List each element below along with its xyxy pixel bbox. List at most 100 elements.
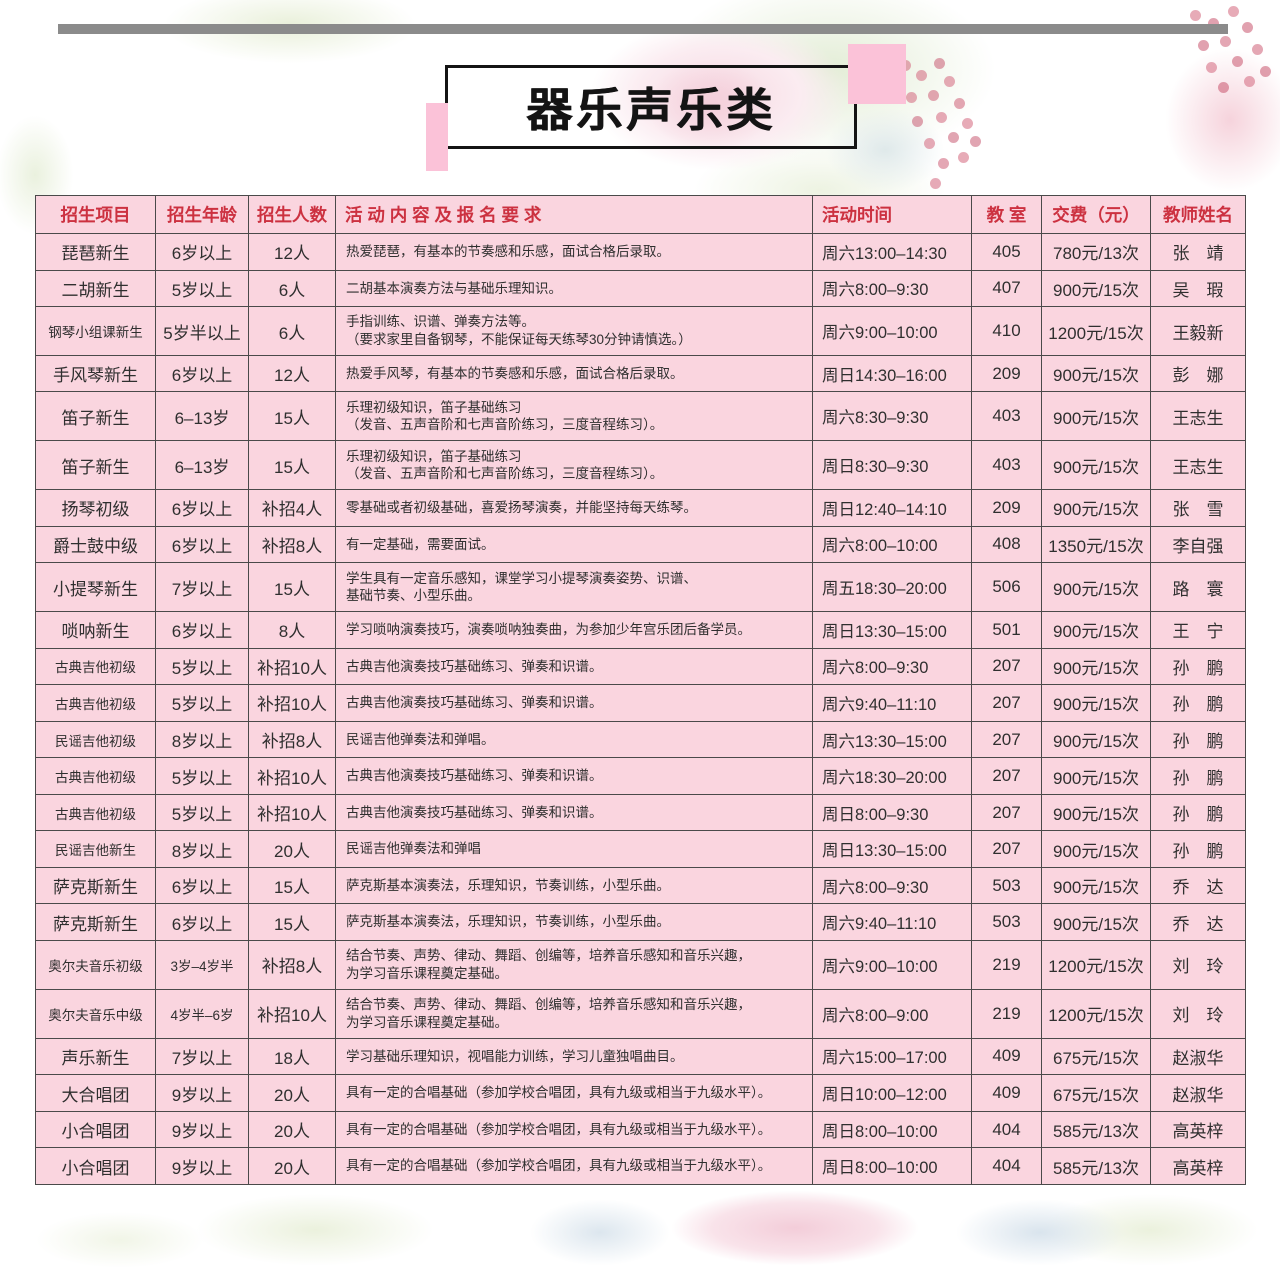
cell-room: 407	[971, 269, 1042, 308]
cell-project: 小合唱团	[35, 1147, 156, 1185]
cell-fee: 1200元/15次	[1041, 940, 1151, 990]
table-row: 奥尔夫音乐中级 4岁半–6岁 补招10人 结合节奏、声势、律动、舞蹈、创编等，培养音乐…	[35, 988, 1246, 1039]
cell-room: 506	[971, 562, 1042, 613]
cell-project: 大合唱团	[35, 1074, 156, 1112]
cell-time: 周六8:00–9:30	[812, 647, 972, 686]
cell-room: 207	[971, 647, 1042, 686]
cell-count: 6人	[248, 269, 336, 308]
cell-count: 补招8人	[248, 720, 336, 759]
cell-age: 9岁以上	[155, 1110, 249, 1149]
cell-teacher: 孙 鹏	[1150, 720, 1246, 759]
cell-age: 6–13岁	[155, 391, 249, 442]
cell-age: 4岁半–6岁	[155, 988, 249, 1039]
cell-teacher: 路 寰	[1150, 562, 1246, 613]
cell-count: 15人	[248, 562, 336, 613]
cell-count: 12人	[248, 354, 336, 393]
cell-fee: 1200元/15次	[1041, 988, 1151, 1039]
cell-fee: 900元/15次	[1041, 720, 1151, 759]
cell-fee: 900元/15次	[1041, 793, 1151, 832]
floral-decoration-bottom-right	[1000, 1180, 1280, 1280]
cell-project: 钢琴小组课新生	[35, 306, 156, 356]
table-row: 小提琴新生 7岁以上 15人 学生具有一定音乐感知，课堂学习小提琴演奏姿势、识谱、 基…	[35, 562, 1246, 613]
cell-project: 奥尔夫音乐初级	[35, 940, 156, 990]
cell-project: 萨克斯新生	[35, 903, 156, 942]
cell-teacher: 张 雪	[1150, 489, 1246, 527]
cell-project: 爵士鼓中级	[35, 525, 156, 564]
cell-count: 补招10人	[248, 988, 336, 1039]
cell-desc: 具有一定的合唱基础（参加学校合唱团，具有九级或相当于九级水平）。	[335, 1074, 813, 1112]
cell-room: 503	[971, 866, 1042, 905]
cell-count: 20人	[248, 1147, 336, 1185]
cell-desc: 零基础或者初级基础，喜爱扬琴演奏，并能坚持每天练琴。	[335, 489, 813, 527]
cell-fee: 1200元/15次	[1041, 306, 1151, 356]
cell-count: 12人	[248, 233, 336, 271]
cell-project: 唢呐新生	[35, 611, 156, 649]
cell-desc: 有一定基础，需要面试。	[335, 525, 813, 564]
cell-desc: 古典吉他演奏技巧基础练习、弹奏和识谱。	[335, 684, 813, 722]
table-row: 钢琴小组课新生 5岁半以上 6人 手指训练、识谱、弹奏方法等。 （要求家里自备钢琴，不…	[35, 306, 1246, 356]
cell-time: 周日8:30–9:30	[812, 440, 972, 491]
cell-desc: 乐理初级知识，笛子基础练习 （发音、五声音阶和七声音阶练习，三度音程练习）。	[335, 440, 813, 491]
cell-fee: 900元/15次	[1041, 562, 1151, 613]
table-row: 民谣吉他初级 8岁以上 补招8人 民谣吉他弹奏法和弹唱。 周六13:30–15:00 20…	[35, 720, 1246, 759]
cell-room: 403	[971, 391, 1042, 442]
cell-room: 219	[971, 940, 1042, 990]
cell-project: 手风琴新生	[35, 354, 156, 393]
cell-teacher: 高英梓	[1150, 1147, 1246, 1185]
cell-time: 周六9:40–11:10	[812, 903, 972, 942]
cell-fee: 585元/13次	[1041, 1110, 1151, 1149]
cell-desc: 具有一定的合唱基础（参加学校合唱团，具有九级或相当于九级水平）。	[335, 1110, 813, 1149]
header-teacher: 教师姓名	[1150, 195, 1246, 234]
pink-accent-square-left	[426, 103, 448, 171]
cell-age: 5岁以上	[155, 647, 249, 686]
cell-desc: 结合节奏、声势、律动、舞蹈、创编等，培养音乐感知和音乐兴趣， 为学习音乐课程奠定…	[335, 988, 813, 1039]
cell-teacher: 王毅新	[1150, 306, 1246, 356]
cell-time: 周六8:00–10:00	[812, 525, 972, 564]
cell-room: 207	[971, 684, 1042, 722]
table-row: 古典吉他初级 5岁以上 补招10人 古典吉他演奏技巧基础练习、弹奏和识谱。 周六18:3…	[35, 757, 1246, 795]
cell-fee: 900元/15次	[1041, 391, 1151, 442]
page-title: 器乐声乐类	[526, 84, 776, 136]
cell-desc: 学习唢呐演奏技巧，演奏唢呐独奏曲，为参加少年宫乐团后备学员。	[335, 611, 813, 649]
cell-desc: 古典吉他演奏技巧基础练习、弹奏和识谱。	[335, 757, 813, 795]
floral-decoration-bottom-left	[150, 1180, 480, 1280]
cell-age: 5岁以上	[155, 757, 249, 795]
header-fee: 交费（元）	[1041, 195, 1151, 234]
cell-count: 15人	[248, 391, 336, 442]
cell-age: 6岁以上	[155, 611, 249, 649]
header-count: 招生人数	[248, 195, 336, 234]
header-room: 教 室	[971, 195, 1042, 234]
table-row: 古典吉他初级 5岁以上 补招10人 古典吉他演奏技巧基础练习、弹奏和识谱。 周六8:00…	[35, 647, 1246, 686]
top-divider-bar	[58, 24, 1228, 34]
header-age: 招生年龄	[155, 195, 249, 234]
cell-count: 15人	[248, 440, 336, 491]
cell-age: 3岁–4岁半	[155, 940, 249, 990]
cell-count: 补招10人	[248, 684, 336, 722]
cell-count: 补招8人	[248, 940, 336, 990]
header-desc: 活 动 内 容 及 报 名 要 求	[335, 195, 813, 234]
cell-age: 6岁以上	[155, 525, 249, 564]
cell-desc: 民谣吉他弹奏法和弹唱。	[335, 720, 813, 759]
cell-desc: 民谣吉他弹奏法和弹唱	[335, 830, 813, 868]
cell-fee: 900元/15次	[1041, 866, 1151, 905]
cell-time: 周六9:00–10:00	[812, 306, 972, 356]
cell-project: 奥尔夫音乐中级	[35, 988, 156, 1039]
cell-desc: 学生具有一定音乐感知，课堂学习小提琴演奏姿势、识谱、 基础节奏、小型乐曲。	[335, 562, 813, 613]
cell-time: 周日8:00–10:00	[812, 1147, 972, 1185]
cell-room: 207	[971, 830, 1042, 868]
table-row: 民谣吉他新生 8岁以上 20人 民谣吉他弹奏法和弹唱 周日13:30–15:00 207 9…	[35, 830, 1246, 868]
cell-age: 6岁以上	[155, 489, 249, 527]
cell-desc: 热爱手风琴，有基本的节奏感和乐感，面试合格后录取。	[335, 354, 813, 393]
cell-project: 笛子新生	[35, 391, 156, 442]
cell-room: 207	[971, 757, 1042, 795]
cell-fee: 900元/15次	[1041, 440, 1151, 491]
cell-time: 周六8:00–9:30	[812, 269, 972, 308]
floral-decoration-bloom-top-right	[1140, 20, 1280, 220]
cell-room: 409	[971, 1037, 1042, 1076]
cell-desc: 古典吉他演奏技巧基础练习、弹奏和识谱。	[335, 793, 813, 832]
cell-teacher: 彭 娜	[1150, 354, 1246, 393]
cell-age: 6–13岁	[155, 440, 249, 491]
cell-time: 周日10:00–12:00	[812, 1074, 972, 1112]
cell-time: 周六9:40–11:10	[812, 684, 972, 722]
table-row: 爵士鼓中级 6岁以上 补招8人 有一定基础，需要面试。 周六8:00–10:00 408 1…	[35, 525, 1246, 564]
